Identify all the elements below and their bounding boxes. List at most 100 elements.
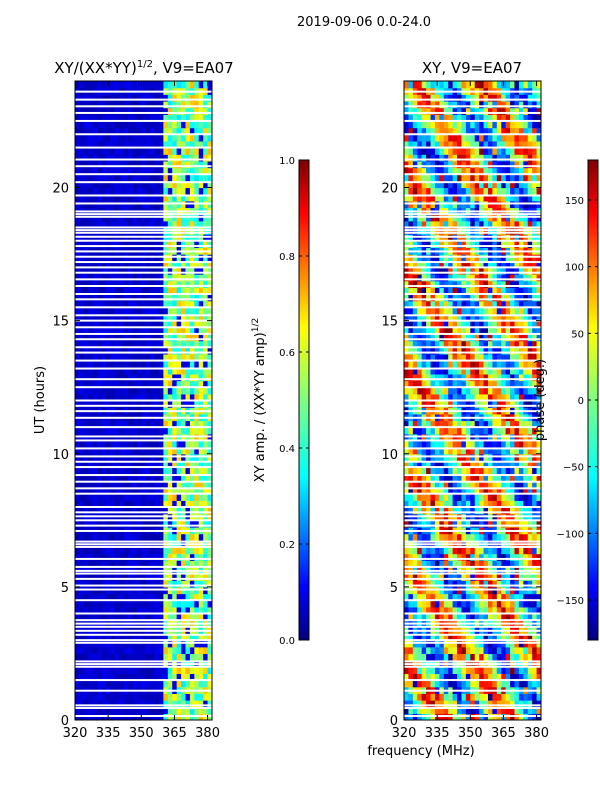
heatmap-cell — [443, 367, 449, 375]
heatmap-cell — [461, 327, 467, 335]
heatmap-cell — [461, 360, 467, 368]
heatmap-cell — [443, 467, 449, 475]
heatmap-cell — [114, 320, 120, 328]
heatmap-cell — [470, 400, 476, 408]
heatmap-cell — [97, 274, 103, 282]
heatmap-cell — [123, 287, 129, 295]
data-gap-line — [75, 460, 212, 463]
heatmap-cell — [97, 673, 103, 681]
heatmap-cell — [457, 420, 463, 428]
heatmap-cell — [514, 546, 520, 555]
heatmap-cell — [198, 593, 204, 601]
heatmap-cell — [114, 493, 120, 501]
heatmap-cell — [417, 680, 423, 688]
heatmap-cell — [185, 633, 191, 641]
heatmap-cell — [457, 473, 463, 481]
heatmap-cell — [75, 546, 81, 555]
heatmap-cell — [145, 460, 151, 468]
heatmap-cell — [181, 380, 187, 388]
heatmap-cell — [119, 373, 125, 382]
heatmap-cell — [207, 693, 212, 701]
heatmap-cell — [518, 467, 524, 475]
heatmap-cell — [176, 673, 182, 681]
heatmap-cell — [421, 500, 427, 508]
heatmap-cell — [404, 546, 410, 555]
heatmap-cell — [532, 467, 538, 475]
heatmap-cell — [79, 400, 85, 408]
heatmap-cell — [101, 507, 107, 515]
heatmap-cell — [198, 473, 204, 481]
heatmap-cell — [114, 294, 120, 302]
heatmap-cell — [443, 680, 449, 688]
heatmap-cell — [167, 700, 173, 708]
heatmap-cell — [119, 307, 125, 315]
heatmap-cell — [145, 693, 151, 701]
heatmap-cell — [426, 593, 432, 601]
heatmap-cell — [167, 633, 173, 641]
heatmap-cell — [408, 693, 414, 701]
heatmap-cell — [158, 600, 164, 608]
data-gap-line — [75, 367, 212, 370]
heatmap-cell — [163, 360, 169, 368]
heatmap-cell — [172, 700, 178, 708]
heatmap-cell — [198, 480, 204, 488]
heatmap-cell — [83, 706, 89, 714]
heatmap-cell — [145, 400, 151, 408]
heatmap-cell — [132, 94, 138, 102]
heatmap-cell — [417, 353, 423, 362]
amplitude-ylabel: UT (hours) — [33, 366, 48, 434]
heatmap-cell — [123, 154, 129, 162]
heatmap-cell — [150, 520, 156, 528]
heatmap-cell — [176, 187, 182, 195]
heatmap-cell — [75, 347, 81, 355]
heatmap-cell — [105, 400, 111, 408]
heatmap-cell — [172, 313, 178, 322]
heatmap-cell — [483, 633, 489, 641]
heatmap-cell — [443, 520, 449, 528]
heatmap-cell — [474, 447, 480, 455]
heatmap-cell — [203, 393, 209, 402]
heatmap-cell — [434, 693, 440, 701]
heatmap-cell — [145, 473, 151, 481]
heatmap-cell — [496, 546, 502, 555]
heatmap-cell — [443, 593, 449, 601]
heatmap-cell — [487, 467, 493, 475]
heatmap-cell — [123, 120, 129, 129]
x-tick-label: 365 — [162, 726, 187, 741]
heatmap-cell — [207, 613, 212, 621]
heatmap-cell — [105, 666, 111, 675]
heatmap-cell — [97, 600, 103, 608]
heatmap-cell — [172, 693, 178, 701]
heatmap-cell — [536, 353, 541, 362]
heatmap-cell — [97, 134, 103, 142]
heatmap-cell — [412, 380, 418, 388]
heatmap-cell — [483, 467, 489, 475]
heatmap-cell — [163, 533, 169, 541]
heatmap-cell — [523, 560, 529, 568]
heatmap-cell — [145, 187, 151, 195]
heatmap-cell — [527, 633, 533, 641]
heatmap-cell — [189, 440, 195, 448]
heatmap-cell — [114, 180, 120, 189]
heatmap-cell — [189, 467, 195, 475]
heatmap-cell — [207, 387, 212, 395]
heatmap-cell — [97, 320, 103, 328]
heatmap-cell — [154, 260, 160, 268]
heatmap-cell — [465, 706, 471, 714]
heatmap-cell — [496, 593, 502, 601]
heatmap-cell — [145, 533, 151, 541]
heatmap-cell — [461, 373, 467, 382]
heatmap-cell — [154, 546, 160, 555]
heatmap-cell — [181, 373, 187, 382]
heatmap-cell — [457, 387, 463, 395]
heatmap-cell — [198, 400, 204, 408]
heatmap-cell — [510, 467, 516, 475]
heatmap-cell — [110, 320, 116, 328]
heatmap-cell — [154, 333, 160, 342]
heatmap-cell — [154, 114, 160, 122]
heatmap-cell — [167, 327, 173, 335]
heatmap-cell — [518, 360, 524, 368]
heatmap-cell — [198, 81, 204, 89]
heatmap-cell — [523, 673, 529, 681]
heatmap-cell — [536, 367, 541, 375]
